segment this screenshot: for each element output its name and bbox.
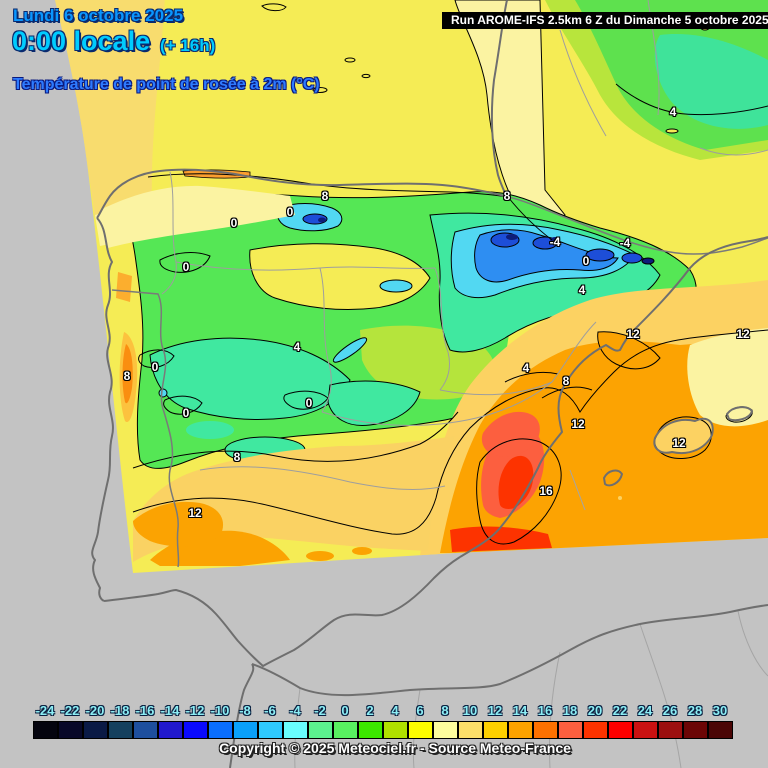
colorbar-tick-label: -20 <box>85 703 105 718</box>
colorbar-cell <box>633 721 658 739</box>
colorbar-tick-label: 0 <box>341 703 349 718</box>
colorbar-tick-label: -2 <box>314 703 326 718</box>
colorbar-tick-label: -12 <box>185 703 205 718</box>
run-banner: Run AROME-IFS 2.5km 6 Z du Dimanche 5 oc… <box>442 12 768 29</box>
colorbar-cell <box>183 721 208 739</box>
colorbar-cell <box>708 721 733 739</box>
colorbar-cell <box>208 721 233 739</box>
contour-label: 12 <box>571 417 585 431</box>
contour-label: 16 <box>539 484 553 498</box>
colorbar-cell <box>308 721 333 739</box>
model-domain-field <box>55 0 768 573</box>
colorbar-cell <box>158 721 183 739</box>
contour-label: 0 <box>582 254 590 268</box>
valid-time: 0:00 locale <box>12 26 151 56</box>
colorbar-tick-label: 18 <box>562 703 578 718</box>
colorbar-tick-label: 6 <box>416 703 424 718</box>
colorbar-cell <box>58 721 83 739</box>
colorbar-cell <box>458 721 483 739</box>
contour-label: 4 <box>669 105 677 119</box>
contour-label: 8 <box>503 189 511 203</box>
variable-title: Température de point de rosée à 2m (°C) <box>13 76 320 93</box>
date-line: Lundi 6 octobre 2025 <box>13 6 184 25</box>
colorbar-cell <box>233 721 258 739</box>
colorbar-tick-label: 20 <box>587 703 603 718</box>
colorbar-tick-label: 10 <box>462 703 478 718</box>
copyright-text: Copyright © 2025 Meteociel.fr - Source M… <box>219 740 571 756</box>
contour-label: 0 <box>286 205 294 219</box>
contour-label: 8 <box>321 189 329 203</box>
colorbar-cell <box>358 721 383 739</box>
colorbar-tick-label: 2 <box>366 703 374 718</box>
colorbar-cell <box>283 721 308 739</box>
colorbar-cell <box>608 721 633 739</box>
colorbar-tick-label: 28 <box>687 703 703 718</box>
colorbar-cell <box>508 721 533 739</box>
colorbar-tick-label: 8 <box>441 703 449 718</box>
colorbar-cell <box>108 721 133 739</box>
colorbar-tick-label: -16 <box>135 703 155 718</box>
colorbar-cell <box>658 721 683 739</box>
colorbar-cell <box>583 721 608 739</box>
colorbar-cell <box>133 721 158 739</box>
contour-label: 8 <box>123 369 131 383</box>
colorbar-cell <box>333 721 358 739</box>
colorbar-cell <box>533 721 558 739</box>
colorbar-tick-label: 30 <box>712 703 728 718</box>
contour-label: 8 <box>562 374 570 388</box>
colorbar-tick-label: -14 <box>160 703 180 718</box>
contour-label: 4 <box>522 361 530 375</box>
colorbar-cell <box>383 721 408 739</box>
colorbar-cell <box>433 721 458 739</box>
colorbar-cell <box>33 721 58 739</box>
contour-label: -4 <box>549 235 561 249</box>
contour-label: 0 <box>230 216 238 230</box>
contour-label: 0 <box>305 396 313 410</box>
colorbar-cell <box>83 721 108 739</box>
contour-label: 0 <box>151 360 159 374</box>
contour-label: 4 <box>293 340 301 354</box>
colorbar-tick-label: -6 <box>264 703 276 718</box>
colorbar-cell <box>258 721 283 739</box>
country-borders <box>111 195 768 568</box>
colorbar-tick-label: 12 <box>487 703 503 718</box>
contour-label: 4 <box>578 283 586 297</box>
colorbar-tick-label: -18 <box>110 703 130 718</box>
contour-label: 12 <box>736 327 750 341</box>
colorbar-cell <box>558 721 583 739</box>
colorbar-cell <box>408 721 433 739</box>
colorbar-tick-label: 24 <box>637 703 653 718</box>
contour-label: 12 <box>626 327 640 341</box>
contour-label: -4 <box>619 236 631 250</box>
colorbar-tick-label: -10 <box>210 703 230 718</box>
colorbar-tick-label: -22 <box>60 703 80 718</box>
contour-label: 12 <box>672 436 686 450</box>
colorbar-cell <box>683 721 708 739</box>
colorbar-tick-label: -24 <box>35 703 55 718</box>
contour-label: 8 <box>233 450 241 464</box>
colorbar-tick-label: 4 <box>391 703 399 718</box>
colorbar-tick-label: -8 <box>239 703 251 718</box>
colorbar-cell <box>483 721 508 739</box>
colorbar-tick-label: 16 <box>537 703 553 718</box>
colorbar-tick-label: 14 <box>512 703 528 718</box>
regional-borders <box>161 0 768 490</box>
colorbar-tick-label: 22 <box>612 703 628 718</box>
colorbar-tick-label: -4 <box>289 703 301 718</box>
colorbar-tick-label: 26 <box>662 703 678 718</box>
admin-borders <box>294 469 768 768</box>
contour-label: 0 <box>182 406 190 420</box>
contour-label: 0 <box>182 260 190 274</box>
coastlines <box>91 0 768 768</box>
contour-label: 12 <box>188 506 202 520</box>
forecast-offset: (+ 16h) <box>160 36 216 55</box>
